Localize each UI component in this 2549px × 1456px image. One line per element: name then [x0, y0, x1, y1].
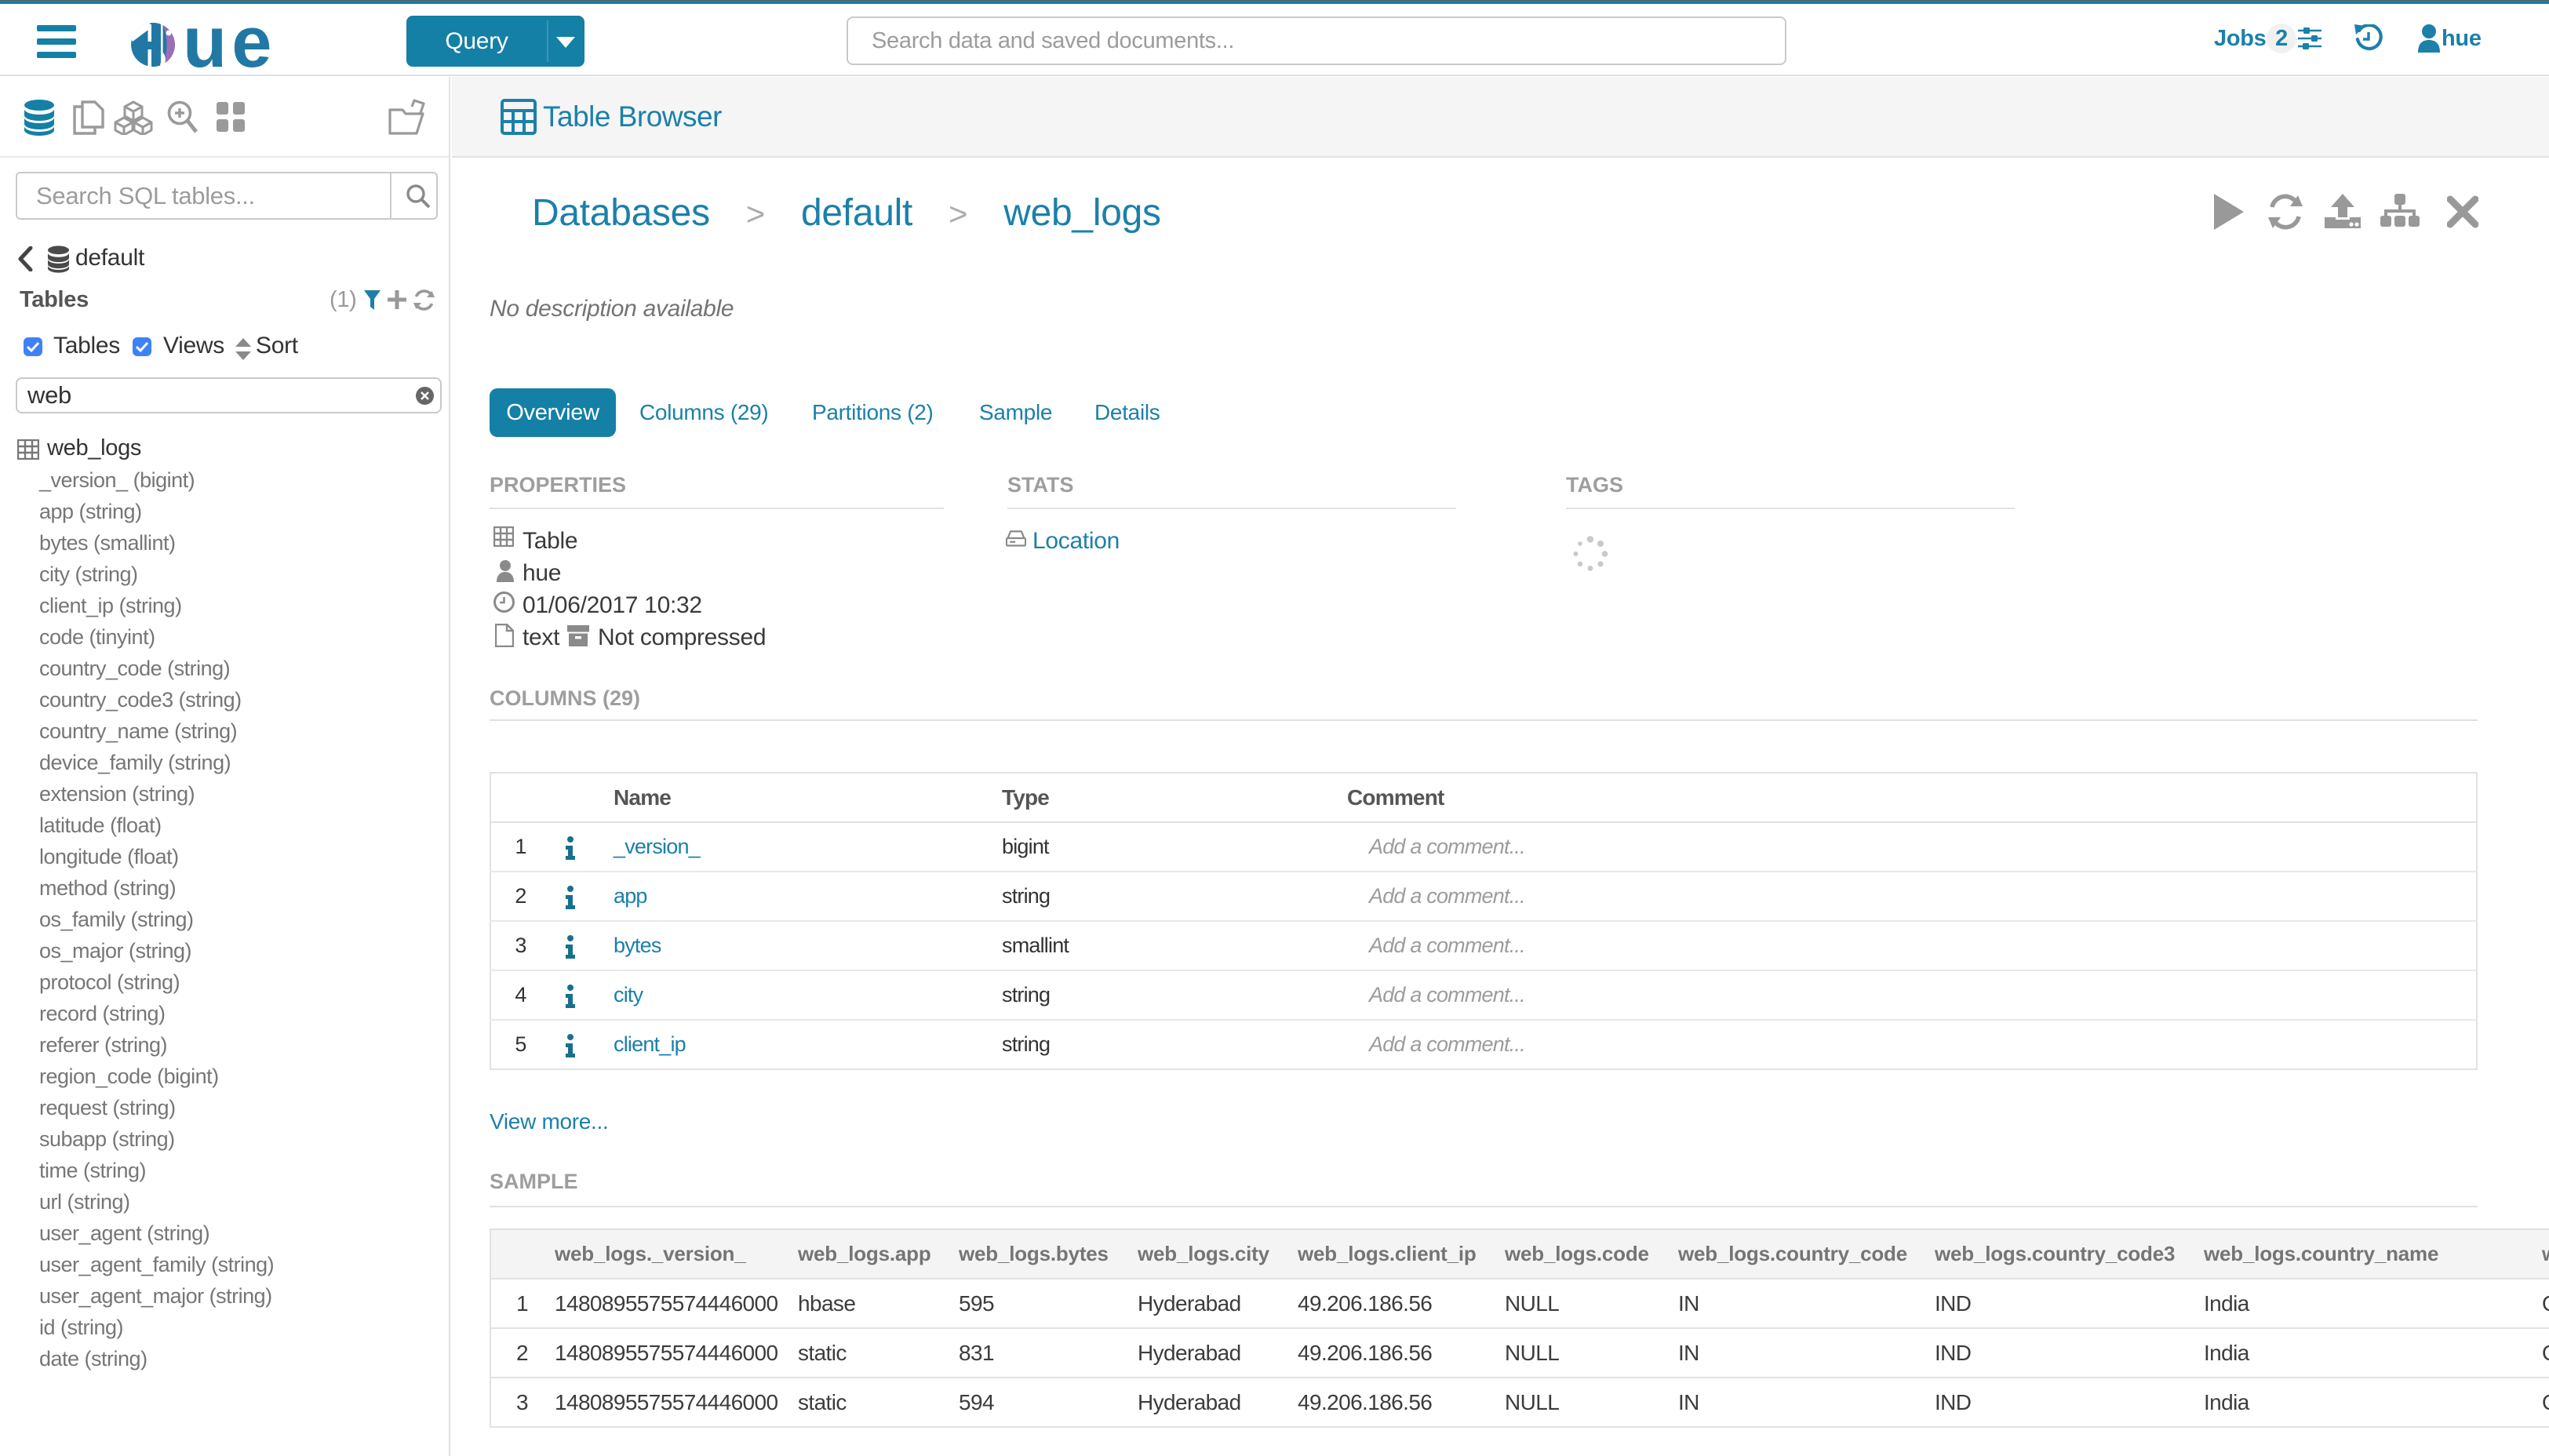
svg-text:ue: ue	[183, 18, 276, 68]
